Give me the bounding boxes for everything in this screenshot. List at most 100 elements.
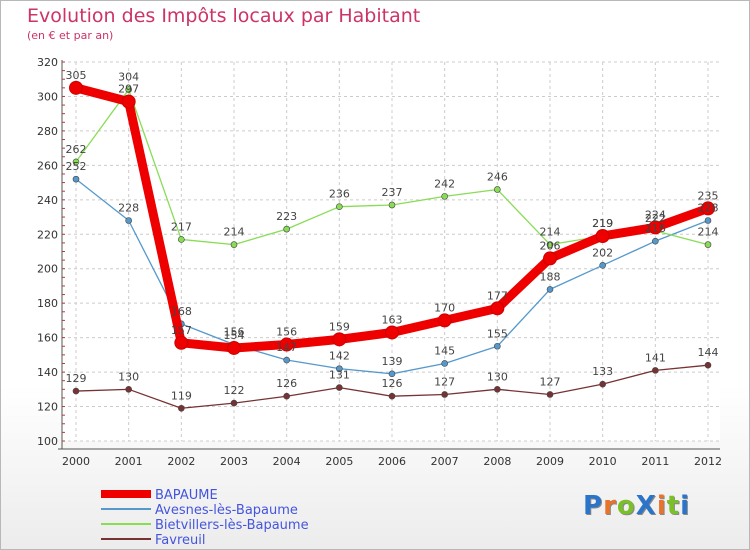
data-label: 223	[276, 210, 297, 223]
y-tick-label: 200	[37, 263, 58, 276]
data-label: 139	[382, 355, 403, 368]
data-label: 170	[434, 301, 455, 314]
data-label: 202	[592, 246, 613, 259]
data-point	[595, 228, 610, 243]
chart-title: Evolution des Impôts locaux par Habitant	[27, 5, 421, 27]
x-tick-label: 2011	[641, 455, 669, 468]
data-label: 145	[434, 344, 455, 357]
data-label: 262	[66, 143, 87, 156]
chart-subtitle: (en € et par an)	[27, 29, 114, 42]
data-label: 297	[118, 83, 139, 96]
data-point	[283, 392, 290, 400]
data-label: 126	[276, 377, 297, 390]
data-point	[174, 335, 189, 350]
x-tick-label: 2001	[115, 455, 143, 468]
data-point	[125, 386, 132, 393]
data-label: 126	[382, 377, 403, 390]
x-tick-label: 2002	[167, 455, 195, 468]
x-tick-label: 2005	[325, 455, 353, 468]
data-point	[230, 399, 238, 407]
data-point	[385, 325, 399, 340]
data-label: 130	[118, 370, 139, 383]
legend-label: Avesnes-lès-Bapaume	[155, 503, 298, 518]
data-label: 228	[698, 201, 719, 214]
logo-letter: i	[656, 491, 667, 521]
data-point	[332, 332, 347, 347]
data-point	[441, 391, 448, 398]
data-label: 228	[118, 201, 139, 214]
y-tick-label: 140	[37, 366, 58, 379]
data-point	[279, 337, 294, 352]
data-point	[72, 175, 80, 183]
x-tick-label: 2012	[694, 455, 722, 468]
data-point	[599, 380, 606, 388]
data-point	[69, 80, 83, 95]
data-point	[704, 361, 712, 369]
data-label: 304	[118, 71, 139, 84]
y-tick-label: 280	[37, 125, 58, 138]
data-label: 122	[224, 384, 245, 397]
x-tick-label: 2000	[62, 455, 90, 468]
data-label: 156	[224, 326, 245, 339]
data-point	[599, 261, 606, 269]
legend-label: Bietvillers-lès-Bapaume	[155, 518, 309, 533]
data-point	[388, 392, 396, 400]
data-label: 156	[276, 326, 297, 339]
data-point	[178, 236, 185, 243]
data-point	[701, 201, 715, 216]
data-label: 224	[645, 208, 666, 221]
data-label: 154	[224, 329, 245, 342]
y-tick-label: 240	[37, 194, 58, 207]
data-point	[72, 158, 80, 166]
data-point	[546, 286, 554, 293]
data-label: 252	[66, 160, 87, 173]
data-label: 127	[540, 375, 561, 388]
data-label: 163	[382, 313, 403, 326]
x-tick-label: 2003	[220, 455, 248, 468]
data-label: 155	[487, 327, 508, 340]
data-label: 217	[171, 220, 192, 233]
data-label: 214	[698, 226, 719, 239]
x-tick-label: 2007	[431, 455, 459, 468]
data-label: 119	[171, 389, 192, 402]
data-point	[437, 313, 452, 328]
x-tick-label: 2004	[273, 455, 301, 468]
data-point	[494, 386, 501, 393]
data-label: 206	[540, 239, 561, 252]
data-label: 168	[171, 305, 192, 318]
y-tick-label: 160	[37, 332, 58, 345]
data-label: 157	[171, 324, 192, 337]
y-tick-label: 120	[37, 401, 58, 414]
x-tick-label: 2006	[378, 455, 406, 468]
data-point	[652, 237, 659, 245]
data-point	[388, 370, 396, 378]
data-label: 130	[487, 370, 508, 383]
data-point	[121, 94, 136, 109]
proxiti-logo: ProXiti	[583, 491, 690, 521]
data-label: 214	[224, 226, 245, 239]
data-point	[227, 340, 241, 355]
y-tick-label: 260	[37, 159, 58, 172]
data-label: 129	[66, 372, 87, 385]
plot-area	[62, 62, 720, 441]
data-label: 242	[434, 177, 455, 190]
x-tick-label: 2008	[483, 455, 511, 468]
data-label: 177	[487, 289, 508, 302]
data-point	[490, 301, 505, 316]
data-point	[125, 86, 132, 93]
data-label: 214	[540, 226, 561, 239]
logo-letter: i	[680, 491, 691, 521]
data-label: 131	[329, 369, 350, 382]
legend-label: BAPAUME	[155, 488, 218, 503]
data-point	[336, 365, 343, 372]
data-label: 133	[592, 365, 613, 378]
data-point	[441, 193, 448, 200]
x-tick-label: 2009	[536, 455, 564, 468]
data-label: 305	[66, 69, 87, 82]
data-label: 219	[592, 217, 613, 230]
data-label: 127	[434, 375, 455, 388]
data-point	[178, 404, 185, 412]
data-label: 142	[329, 350, 350, 363]
data-label: 144	[698, 346, 719, 359]
